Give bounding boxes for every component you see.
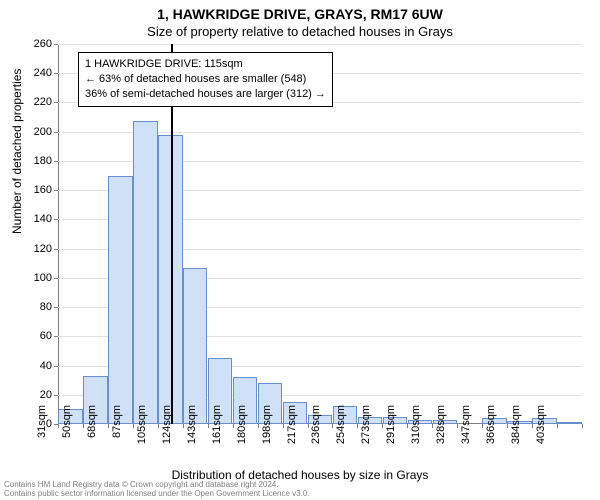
histogram-bar (133, 121, 157, 424)
x-tick (158, 424, 159, 428)
x-tick-label: 291sqm (385, 405, 397, 455)
chart-title: 1, HAWKRIDGE DRIVE, GRAYS, RM17 6UW (0, 0, 600, 22)
annotation-line-1: 1 HAWKRIDGE DRIVE: 115sqm (85, 57, 326, 72)
y-tick-label: 160 (34, 184, 52, 196)
y-tick-label: 100 (34, 272, 52, 284)
x-tick (108, 424, 109, 428)
x-tick (58, 424, 59, 428)
x-tick-label: 87sqm (111, 405, 123, 455)
y-tick (54, 161, 58, 162)
x-tick-label: 50sqm (61, 405, 73, 455)
y-tick (54, 219, 58, 220)
y-tick-label: 120 (34, 243, 52, 255)
x-tick (532, 424, 533, 428)
y-tick-label: 20 (40, 389, 52, 401)
x-tick (482, 424, 483, 428)
x-tick-label: 347sqm (460, 405, 472, 455)
x-tick (582, 424, 583, 428)
x-tick (432, 424, 433, 428)
x-tick (507, 424, 508, 428)
chart-subtitle: Size of property relative to detached ho… (0, 22, 600, 39)
y-tick (54, 190, 58, 191)
y-tick-label: 140 (34, 213, 52, 225)
y-tick (54, 307, 58, 308)
x-tick-label: 328sqm (435, 405, 447, 455)
y-tick-label: 180 (34, 155, 52, 167)
annotation-callout: 1 HAWKRIDGE DRIVE: 115sqm ← 63% of detac… (78, 52, 333, 107)
x-tick-label: 68sqm (86, 405, 98, 455)
footer-line-1: Contains HM Land Registry data © Crown c… (4, 480, 310, 489)
x-tick (258, 424, 259, 428)
x-tick (457, 424, 458, 428)
x-tick (332, 424, 333, 428)
x-tick-label: 217sqm (286, 405, 298, 455)
x-tick-label: 403sqm (535, 405, 547, 455)
y-tick (54, 336, 58, 337)
grid-line (58, 44, 582, 45)
y-axis-line (58, 44, 59, 424)
x-tick (382, 424, 383, 428)
x-tick-label: 254sqm (335, 405, 347, 455)
chart-plot-area: 02040608010012014016018020022024026031sq… (58, 44, 582, 424)
histogram-bar (183, 268, 207, 424)
x-tick-label: 161sqm (211, 405, 223, 455)
x-tick (407, 424, 408, 428)
x-tick (208, 424, 209, 428)
x-tick-label: 236sqm (310, 405, 322, 455)
x-tick-label: 366sqm (485, 405, 497, 455)
x-tick-label: 384sqm (510, 405, 522, 455)
y-tick-label: 80 (40, 301, 52, 313)
y-tick-label: 260 (34, 38, 52, 50)
y-tick-label: 220 (34, 96, 52, 108)
y-axis-label: Number of detached properties (10, 69, 24, 234)
y-tick-label: 200 (34, 126, 52, 138)
y-tick-label: 60 (40, 330, 52, 342)
x-tick (557, 424, 558, 428)
annotation-line-2: ← 63% of detached houses are smaller (54… (85, 72, 326, 87)
x-tick (233, 424, 234, 428)
y-tick (54, 132, 58, 133)
x-tick-label: 143sqm (186, 405, 198, 455)
y-tick (54, 366, 58, 367)
x-tick-label: 31sqm (36, 405, 48, 455)
y-tick (54, 278, 58, 279)
histogram-bar (108, 176, 132, 424)
x-tick-label: 310sqm (410, 405, 422, 455)
histogram-bar (557, 422, 581, 424)
x-tick (308, 424, 309, 428)
y-tick (54, 44, 58, 45)
x-tick-label: 105sqm (136, 405, 148, 455)
x-tick (83, 424, 84, 428)
y-tick-label: 240 (34, 67, 52, 79)
x-tick-label: 180sqm (236, 405, 248, 455)
y-tick (54, 73, 58, 74)
x-tick (283, 424, 284, 428)
footer-attribution: Contains HM Land Registry data © Crown c… (4, 480, 310, 498)
y-tick-label: 40 (40, 360, 52, 372)
x-tick (133, 424, 134, 428)
x-tick (357, 424, 358, 428)
y-tick (54, 395, 58, 396)
footer-line-2: Contains public sector information licen… (4, 489, 310, 498)
x-tick-label: 198sqm (261, 405, 273, 455)
annotation-line-3: 36% of semi-detached houses are larger (… (85, 87, 326, 102)
y-tick (54, 249, 58, 250)
x-tick (183, 424, 184, 428)
y-tick (54, 102, 58, 103)
x-tick-label: 273sqm (360, 405, 372, 455)
